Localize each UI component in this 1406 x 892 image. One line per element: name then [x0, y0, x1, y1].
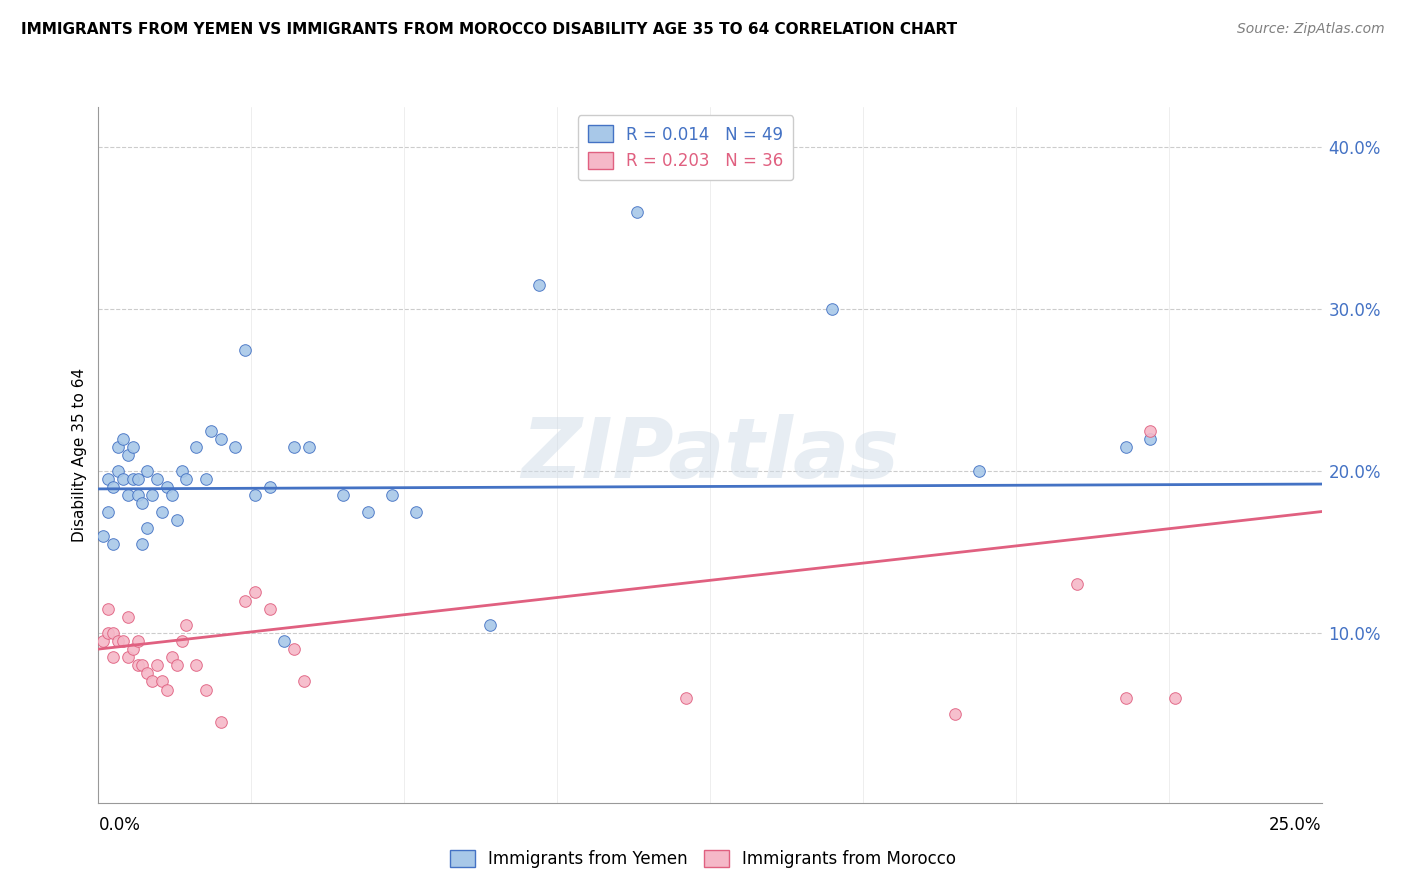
Point — [170, 634, 193, 648]
Point — [1115, 440, 1137, 454]
Point — [176, 472, 198, 486]
Point — [136, 666, 159, 681]
Point — [97, 504, 120, 518]
Point — [127, 658, 149, 673]
Point — [1066, 577, 1088, 591]
Point — [101, 626, 124, 640]
Point — [332, 488, 354, 502]
Point — [626, 205, 648, 219]
Legend: R = 0.014   N = 49, R = 0.203   N = 36: R = 0.014 N = 49, R = 0.203 N = 36 — [578, 115, 793, 180]
Point — [101, 537, 124, 551]
Point — [967, 464, 990, 478]
Point — [150, 674, 173, 689]
Point — [195, 472, 218, 486]
Point — [821, 302, 844, 317]
Point — [146, 472, 169, 486]
Point — [1139, 424, 1161, 438]
Point — [97, 626, 120, 640]
Point — [283, 440, 305, 454]
Point — [160, 650, 183, 665]
Point — [186, 440, 208, 454]
Point — [156, 682, 179, 697]
Point — [283, 642, 305, 657]
Point — [117, 650, 139, 665]
Point — [107, 440, 129, 454]
Point — [156, 480, 179, 494]
Point — [127, 634, 149, 648]
Point — [111, 432, 134, 446]
Point — [127, 472, 149, 486]
Point — [259, 480, 281, 494]
Point — [233, 593, 256, 607]
Point — [117, 488, 139, 502]
Point — [195, 682, 218, 697]
Legend: Immigrants from Yemen, Immigrants from Morocco: Immigrants from Yemen, Immigrants from M… — [443, 843, 963, 875]
Point — [405, 504, 427, 518]
Point — [1115, 690, 1137, 705]
Point — [131, 658, 153, 673]
Point — [141, 488, 163, 502]
Point — [150, 504, 173, 518]
Point — [200, 424, 222, 438]
Text: Source: ZipAtlas.com: Source: ZipAtlas.com — [1237, 22, 1385, 37]
Point — [131, 537, 153, 551]
Point — [160, 488, 183, 502]
Point — [107, 634, 129, 648]
Point — [136, 521, 159, 535]
Point — [243, 488, 266, 502]
Point — [243, 585, 266, 599]
Point — [186, 658, 208, 673]
Point — [298, 440, 321, 454]
Point — [170, 464, 193, 478]
Point — [478, 617, 501, 632]
Point — [141, 674, 163, 689]
Point — [136, 464, 159, 478]
Point — [117, 609, 139, 624]
Point — [97, 601, 120, 615]
Point — [117, 448, 139, 462]
Point — [146, 658, 169, 673]
Point — [292, 674, 315, 689]
Text: ZIPatlas: ZIPatlas — [522, 415, 898, 495]
Point — [166, 513, 188, 527]
Point — [224, 440, 246, 454]
Point — [209, 714, 232, 729]
Point — [107, 464, 129, 478]
Point — [259, 601, 281, 615]
Text: 0.0%: 0.0% — [98, 816, 141, 834]
Point — [111, 472, 134, 486]
Text: 25.0%: 25.0% — [1270, 816, 1322, 834]
Point — [675, 690, 697, 705]
Point — [131, 496, 153, 510]
Point — [101, 480, 124, 494]
Point — [233, 343, 256, 357]
Point — [121, 642, 143, 657]
Point — [176, 617, 198, 632]
Point — [381, 488, 404, 502]
Point — [121, 472, 143, 486]
Point — [127, 488, 149, 502]
Point — [91, 529, 114, 543]
Point — [1139, 432, 1161, 446]
Point — [209, 432, 232, 446]
Point — [166, 658, 188, 673]
Text: IMMIGRANTS FROM YEMEN VS IMMIGRANTS FROM MOROCCO DISABILITY AGE 35 TO 64 CORRELA: IMMIGRANTS FROM YEMEN VS IMMIGRANTS FROM… — [21, 22, 957, 37]
Point — [91, 634, 114, 648]
Point — [111, 634, 134, 648]
Point — [273, 634, 295, 648]
Point — [121, 440, 143, 454]
Point — [97, 472, 120, 486]
Point — [527, 278, 550, 293]
Y-axis label: Disability Age 35 to 64: Disability Age 35 to 64 — [72, 368, 87, 542]
Point — [356, 504, 378, 518]
Point — [1164, 690, 1187, 705]
Point — [943, 706, 966, 721]
Point — [101, 650, 124, 665]
